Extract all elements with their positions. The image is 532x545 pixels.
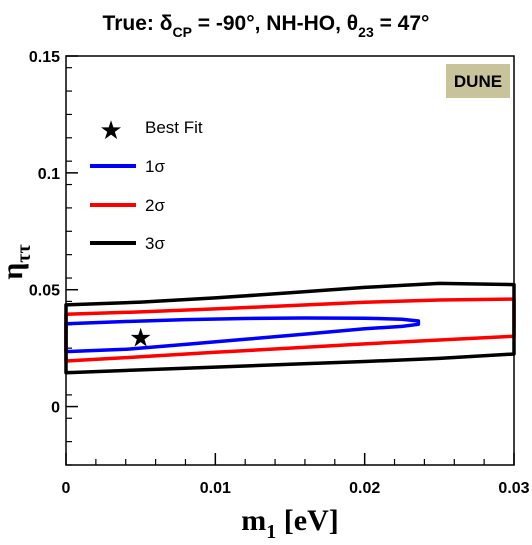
y-axis-label: ηττ [0,244,35,279]
x-tick-label: 0 [62,480,71,497]
best-fit-star-icon: ★ [129,324,152,354]
legend-label-1sigma: 1σ [145,157,165,176]
contour-1sigma [64,316,421,354]
experiment-badge: DUNE [446,64,510,98]
legend-label-3sigma: 3σ [145,234,165,253]
contour-3sigma [64,281,516,375]
experiment-badge-bg [446,64,510,98]
legend-label-2sigma: 2σ [145,196,165,215]
chart-title: True: δCP = -90°, NH-HO, θ23 = 47° [103,12,430,40]
legend-star-icon: ★ [99,116,122,146]
y-tick-label: 0.1 [38,166,60,183]
y-tick-label: 0.05 [29,283,60,300]
legend-label-best-fit: Best Fit [145,118,203,137]
y-tick-label: 0 [51,400,60,417]
y-tick-label: 0.15 [29,49,60,66]
best-fit-marker: ★ [129,324,152,354]
plot-frame [65,55,515,466]
x-tick-label: 0.01 [200,480,231,497]
x-tick-label: 0.02 [349,480,380,497]
contour-lines [64,281,516,375]
x-axis-label: m1 [eV] [241,504,338,543]
x-tick-label: 0.03 [498,480,529,497]
legend: ★ Best Fit 1σ 2σ 3σ [90,116,203,253]
experiment-badge-label: DUNE [454,72,502,91]
axis-ticks: 0 0.01 0.02 0.03 0 0.05 0.1 0.15 [29,49,530,497]
